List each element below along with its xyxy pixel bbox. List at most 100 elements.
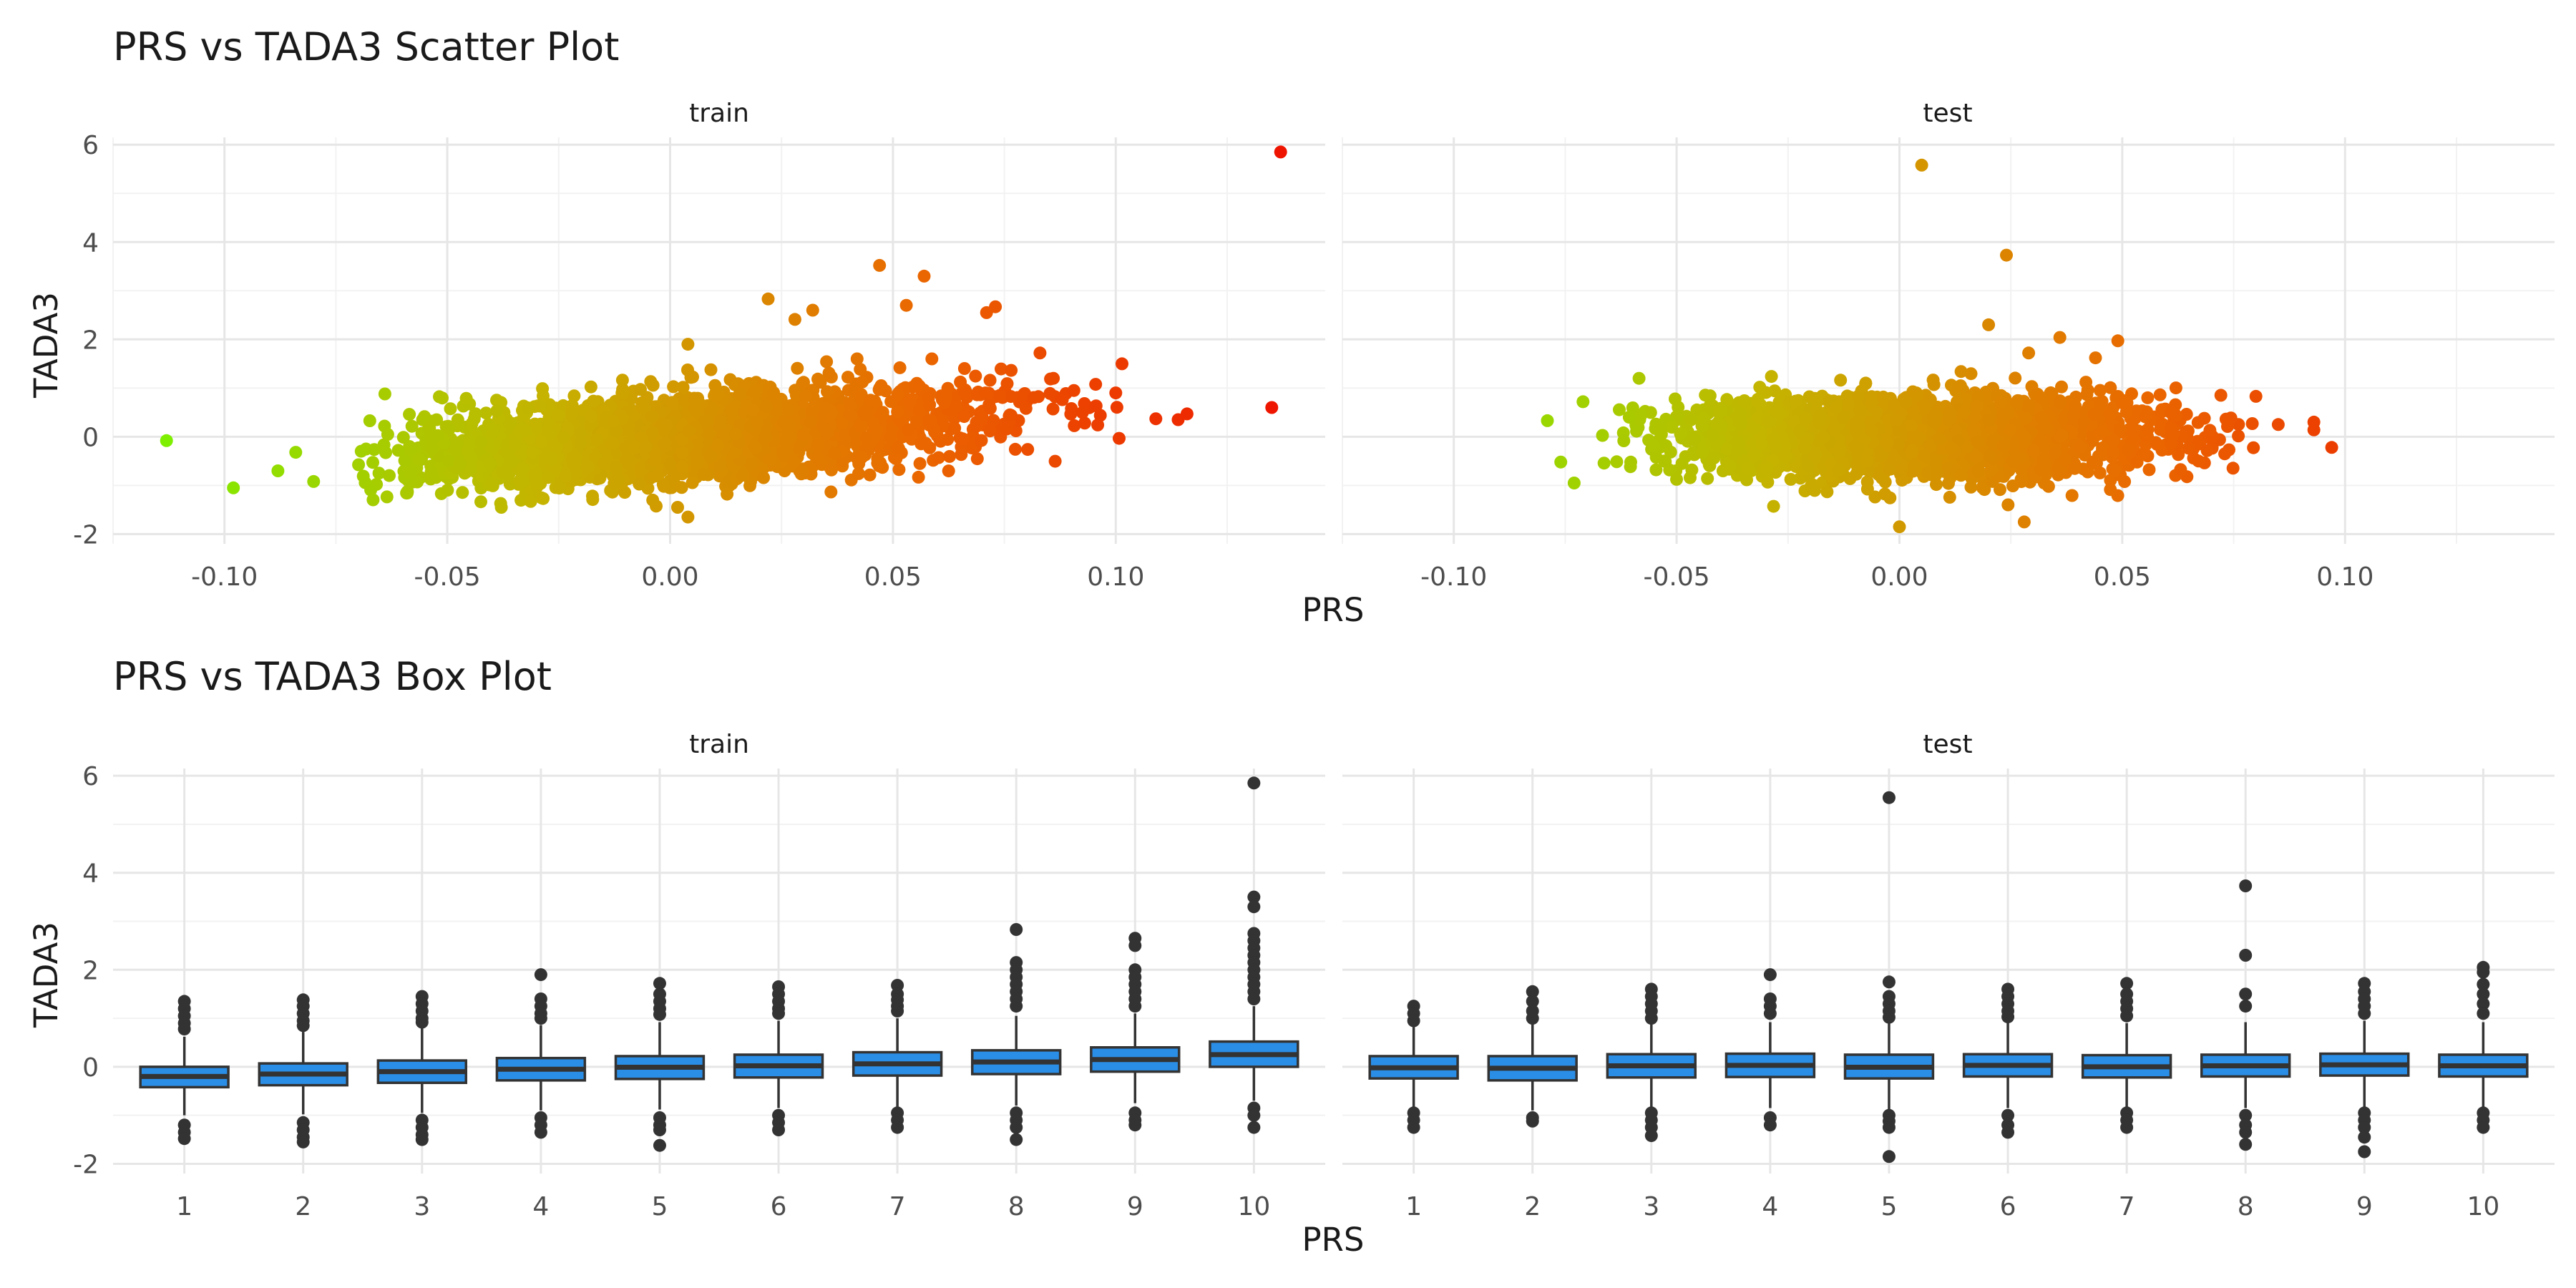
scatter-point bbox=[760, 399, 774, 413]
scatter-point bbox=[368, 443, 381, 457]
scatter-point bbox=[681, 338, 695, 351]
scatter-point bbox=[1003, 408, 1017, 421]
x-tick-label: -0.10 bbox=[1420, 562, 1487, 592]
scatter-point bbox=[824, 485, 838, 499]
scatter-point bbox=[2200, 444, 2214, 457]
scatter-point bbox=[519, 424, 532, 437]
scatter-point bbox=[2013, 451, 2026, 464]
scatter-point bbox=[1833, 442, 1847, 456]
scatter-point bbox=[924, 414, 937, 427]
scatter-point bbox=[1779, 449, 1792, 462]
scatter-point bbox=[616, 386, 630, 400]
scatter-point bbox=[759, 431, 773, 444]
scatter-point bbox=[2232, 429, 2245, 443]
scatter-point bbox=[748, 385, 761, 399]
box-outlier bbox=[653, 1138, 666, 1152]
box-outlier bbox=[772, 1123, 786, 1136]
box-outlier bbox=[177, 1023, 191, 1035]
scatter-point bbox=[1850, 425, 1863, 438]
x-tick-label: 0.05 bbox=[864, 562, 922, 592]
scatter-point bbox=[733, 387, 746, 401]
scatter-point bbox=[1653, 421, 1667, 434]
scatter-point bbox=[704, 450, 718, 463]
scatter-point bbox=[1741, 461, 1755, 474]
scatter-point bbox=[2001, 498, 2015, 512]
box-outlier bbox=[177, 1132, 191, 1146]
scatter-point bbox=[1043, 386, 1057, 400]
scatter-point bbox=[1834, 374, 1848, 387]
scatter-point bbox=[559, 469, 572, 483]
scatter-point bbox=[381, 428, 394, 441]
scatter-point bbox=[1067, 384, 1080, 397]
scatter-point bbox=[404, 466, 417, 479]
scatter-point bbox=[645, 409, 659, 423]
scatter-point bbox=[2022, 346, 2036, 360]
box-outlier bbox=[534, 1126, 547, 1139]
scatter-point bbox=[791, 361, 804, 375]
scatter-point bbox=[2271, 418, 2285, 431]
scatter-point bbox=[459, 391, 473, 405]
scatter-point bbox=[1767, 499, 1780, 513]
scatter-point bbox=[1567, 477, 1581, 489]
box-3 bbox=[376, 990, 468, 1146]
scatter-point bbox=[1853, 404, 1867, 417]
scatter-point bbox=[1801, 459, 1815, 472]
scatter-point bbox=[1915, 158, 1928, 172]
scatter-point bbox=[607, 414, 620, 428]
scatter-point bbox=[1865, 424, 1878, 438]
scatter-point bbox=[1116, 357, 1128, 371]
scatter-point bbox=[1880, 436, 1894, 449]
scatter-point bbox=[1971, 464, 1985, 478]
scatter-point bbox=[788, 313, 801, 326]
scatter-point bbox=[859, 431, 873, 445]
scatter-point bbox=[1770, 404, 1783, 418]
box-outlier bbox=[296, 1135, 310, 1148]
scatter-point bbox=[533, 399, 547, 413]
scatter-point bbox=[993, 389, 1007, 402]
box-6 bbox=[733, 980, 824, 1136]
scatter-point bbox=[1927, 378, 1941, 391]
scatter-point bbox=[380, 490, 394, 504]
scatter-point bbox=[1754, 398, 1767, 411]
scatter-point bbox=[597, 457, 611, 470]
scatter-point bbox=[668, 469, 681, 483]
box-strip-test: test bbox=[1923, 730, 1972, 759]
scatter-point bbox=[508, 437, 522, 451]
scatter-point bbox=[799, 389, 813, 403]
scatter-point bbox=[1953, 379, 1967, 393]
scatter-point bbox=[363, 414, 376, 427]
scatter-point bbox=[498, 467, 511, 480]
scatter-point bbox=[1597, 457, 1611, 470]
scatter-point bbox=[467, 412, 481, 426]
scatter-x-axis-label: PRS bbox=[1302, 591, 1365, 629]
scatter-point bbox=[781, 403, 795, 416]
scatter-point bbox=[2130, 455, 2144, 469]
scatter-point bbox=[1765, 370, 1778, 384]
scatter-point bbox=[2141, 391, 2155, 404]
scatter-point bbox=[1812, 416, 1825, 429]
scatter-point bbox=[1110, 401, 1123, 414]
scatter-point bbox=[2214, 389, 2228, 402]
scatter-point bbox=[565, 401, 579, 415]
scatter-point bbox=[797, 428, 811, 441]
scatter-point bbox=[479, 406, 493, 420]
scatter-point bbox=[2245, 417, 2259, 430]
scatter-point bbox=[743, 479, 756, 492]
scatter-point bbox=[1089, 378, 1103, 391]
scatter-point bbox=[1908, 459, 1921, 472]
scatter-point bbox=[954, 375, 967, 389]
box-strip-train: train bbox=[689, 730, 749, 759]
box-8 bbox=[970, 923, 1062, 1146]
scatter-point bbox=[2004, 423, 2017, 436]
scatter-point bbox=[1755, 437, 1768, 450]
scatter-point bbox=[889, 452, 903, 466]
scatter-point bbox=[474, 435, 487, 449]
scatter-point bbox=[884, 431, 897, 444]
scatter-point bbox=[1068, 419, 1081, 432]
scatter-point bbox=[1893, 520, 1906, 534]
scatter-point bbox=[586, 489, 599, 503]
scatter-point bbox=[1048, 454, 1062, 468]
scatter-point bbox=[761, 292, 775, 306]
